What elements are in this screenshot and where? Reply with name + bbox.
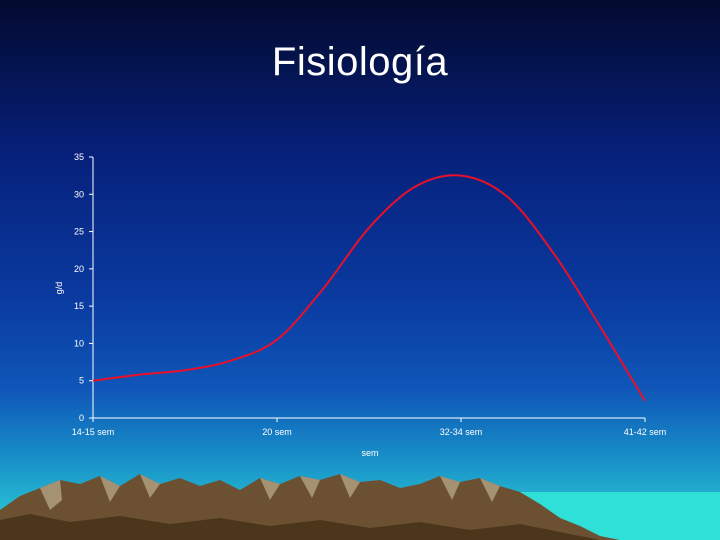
series-group: [92, 174, 646, 402]
y-tick-label: 15: [74, 301, 84, 311]
slide-title: Fisiología: [271, 40, 449, 84]
y-tick-label: 25: [74, 227, 84, 237]
x-tick-label: 20 sem: [262, 427, 292, 437]
mountain-shadows: [0, 514, 600, 540]
series-line: [92, 174, 646, 402]
y-tick-label: 30: [74, 189, 84, 199]
y-tick-label: 35: [74, 152, 84, 162]
mountain-landscape: [0, 474, 720, 540]
y-tick-label: 20: [74, 264, 84, 274]
chart-axes: [92, 157, 645, 419]
x-tick-label: 14-15 sem: [72, 427, 115, 437]
y-axis-title: g/d: [54, 282, 64, 295]
mountain-highlights: [40, 474, 500, 510]
y-tick-group: 0 5 10 15 20 25 30 35: [74, 152, 93, 423]
x-tick-label: 41-42 sem: [624, 427, 667, 437]
x-tick-group: 14-15 sem 20 sem 32-34 sem 41-42 sem: [72, 418, 667, 437]
x-axis-title: sem: [361, 448, 378, 458]
y-tick-label: 10: [74, 338, 84, 348]
y-tick-label: 5: [79, 376, 84, 386]
x-tick-label: 32-34 sem: [440, 427, 483, 437]
growth-chart: 0 5 10 15 20 25 30 35 14-15 sem 20 sem 32-34 sem 4…: [54, 152, 667, 458]
y-tick-label: 0: [79, 413, 84, 423]
